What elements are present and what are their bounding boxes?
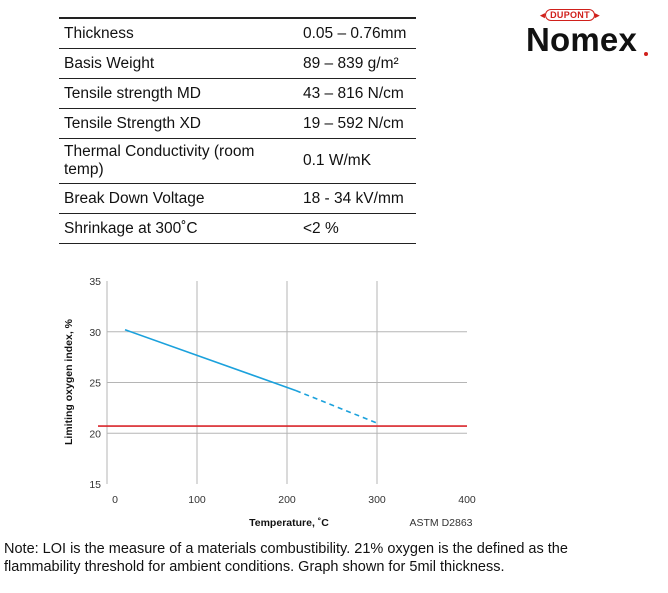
y-tick-label: 35 [89, 276, 101, 288]
nomex-wordmark: Nomex [526, 21, 638, 58]
y-tick-labels: 35 30 25 20 15 [89, 276, 101, 491]
property-name: Break Down Voltage [64, 189, 205, 207]
property-value: 19 – 592 N/cm [303, 114, 404, 132]
x-tick-label: 400 [458, 494, 476, 506]
property-value: 43 – 816 N/cm [303, 84, 404, 102]
x-tick-label: 200 [278, 494, 296, 506]
astm-annotation: ASTM D2863 [409, 517, 472, 529]
property-name: Tensile Strength XD [64, 114, 201, 132]
property-value: <2 % [303, 219, 339, 237]
property-name: Tensile strength MD [64, 84, 201, 102]
property-name: Basis Weight [64, 54, 155, 72]
property-name: Shrinkage at 300˚C [64, 219, 198, 237]
y-tick-label: 15 [89, 479, 101, 491]
y-axis-title: Limiting oxygen index, % [63, 318, 75, 445]
y-tick-label: 30 [89, 327, 101, 339]
series-line-0 [124, 328, 297, 392]
grid [106, 281, 467, 484]
table-row: Tensile strength MD 43 – 816 N/cm [59, 78, 416, 109]
table-row: Thickness 0.05 – 0.76mm [59, 18, 416, 49]
series-line-1 [295, 389, 378, 424]
table-row: Break Down Voltage 18 - 34 kV/mm [59, 183, 416, 214]
property-name: Thermal Conductivity (room temp) [64, 143, 255, 178]
dupont-mark: ◂ DUPONT ▸ [540, 9, 600, 21]
x-tick-label: 0 [112, 494, 118, 506]
nomex-logo: ◂ DUPONT ▸ Nomex [520, 9, 660, 69]
chart-series [98, 328, 467, 427]
dupont-brand: DUPONT [545, 9, 595, 21]
loi-note: Note: LOI is the measure of a materials … [4, 541, 568, 575]
x-tick-label: 100 [188, 494, 206, 506]
property-value: 0.05 – 0.76mm [303, 24, 407, 42]
x-tick-labels: 0 100 200 300 400 [112, 494, 476, 506]
property-value: 18 - 34 kV/mm [303, 189, 404, 207]
property-value: 0.1 W/mK [303, 152, 372, 169]
table-row: Shrinkage at 300˚C <2 % [59, 213, 416, 244]
x-tick-label: 300 [368, 494, 386, 506]
table-row: Basis Weight 89 – 839 g/m² [59, 48, 416, 79]
table-row: Thermal Conductivity (room temp) 0.1 W/m… [59, 138, 416, 184]
properties-table: Thickness 0.05 – 0.76mm Basis Weight 89 … [59, 17, 416, 244]
property-value: 89 – 839 g/m² [303, 54, 399, 72]
y-tick-label: 20 [89, 428, 101, 440]
property-name: Thickness [64, 24, 134, 42]
x-axis-title: Temperature, ˚C [249, 517, 329, 529]
logo-dot [644, 52, 648, 56]
y-tick-label: 25 [89, 378, 101, 390]
table-row: Tensile Strength XD 19 – 592 N/cm [59, 108, 416, 139]
